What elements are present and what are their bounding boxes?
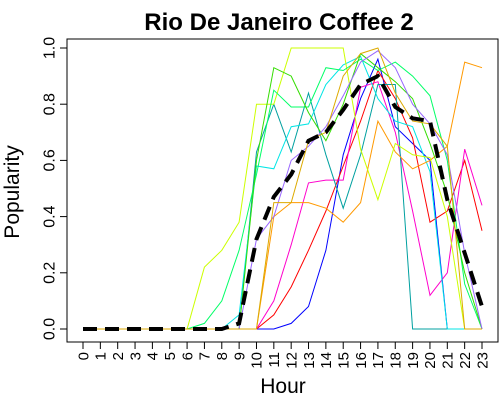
x-axis-label: Hour	[260, 375, 306, 398]
x-tick-label: 0	[75, 352, 92, 360]
x-tick-label: 7	[197, 352, 214, 360]
x-tick-label: 16	[353, 352, 370, 369]
plot-frame	[66, 38, 499, 343]
x-tick-label: 3	[127, 352, 144, 360]
y-tick-label: 1.0	[42, 37, 59, 59]
y-tick-label: 0.4	[42, 205, 59, 227]
y-axis: 0.0 0.2 0.4 0.6 0.8 1.0	[42, 37, 67, 340]
x-tick-label: 10	[249, 352, 266, 369]
x-tick-label: 4	[145, 352, 162, 360]
y-tick-label: 0.6	[42, 149, 59, 171]
x-tick-label: 8	[214, 352, 231, 360]
y-axis-label: Popularity	[1, 145, 24, 239]
x-tick-label: 2	[110, 352, 127, 360]
x-tick-label: 17	[370, 352, 387, 369]
y-tick-label: 0.8	[42, 93, 59, 115]
x-tick-label: 15	[335, 352, 352, 369]
x-tick-label: 13	[301, 352, 318, 369]
x-tick-label: 11	[266, 352, 283, 368]
x-tick-label: 23	[474, 352, 491, 369]
x-tick-label: 20	[422, 352, 439, 369]
average-group	[83, 73, 484, 331]
x-axis: 0 1 2 3 4 5 6 7 8 9 10 11 12 13 14 15 16 17 18 19 20 21 22 23	[75, 342, 491, 369]
x-tick-label: 14	[318, 352, 335, 369]
x-tick-label: 18	[388, 352, 405, 369]
average-line	[83, 73, 484, 331]
chart-title: Rio De Janeiro Coffee 2	[144, 9, 413, 36]
x-tick-label: 6	[179, 352, 196, 360]
x-tick-label: 1	[93, 352, 110, 360]
x-tick-label: 9	[231, 352, 248, 360]
y-tick-label: 0.0	[42, 318, 59, 340]
x-tick-label: 22	[457, 352, 474, 369]
x-tick-label: 21	[440, 352, 457, 369]
x-tick-label: 19	[405, 352, 422, 369]
x-tick-label: 5	[162, 352, 179, 360]
x-tick-label: 12	[283, 352, 300, 369]
y-tick-label: 0.2	[42, 262, 59, 284]
